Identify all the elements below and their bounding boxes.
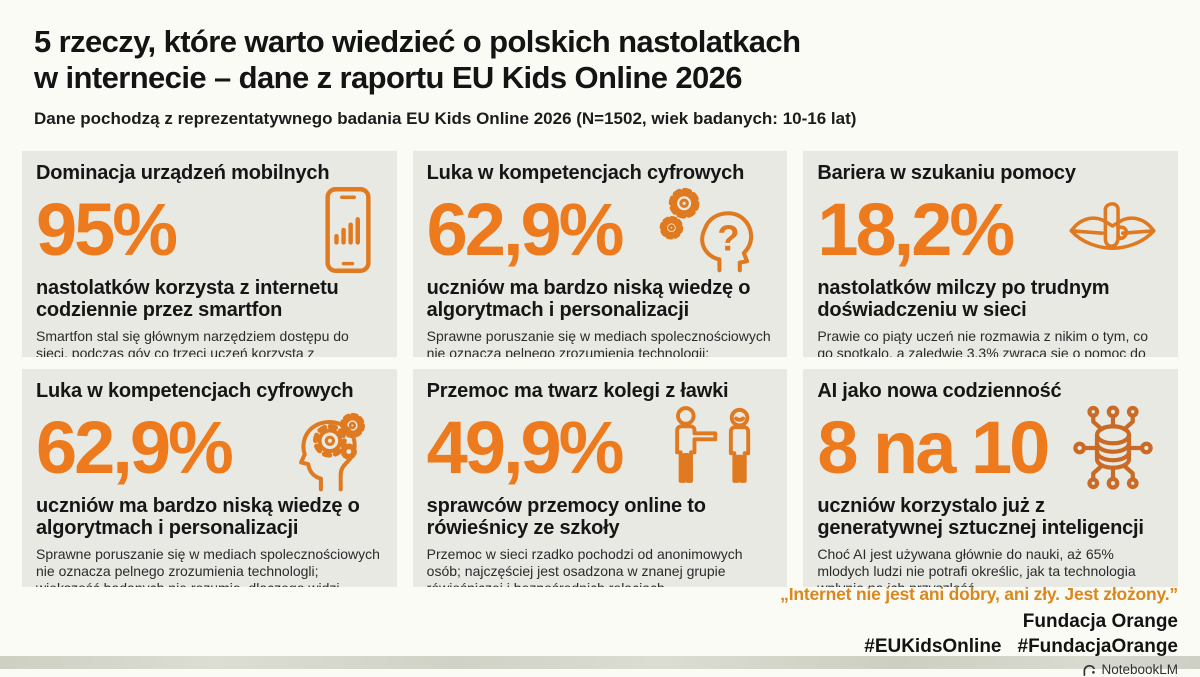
head-question-gears-icon: ? xyxy=(659,187,769,273)
card-heading: Luka w kompetencjach cyfrowych xyxy=(36,379,354,402)
stat-value: 18,2% xyxy=(817,187,1015,271)
card-statement: nastolatków milczy po trudnym doświadcze… xyxy=(817,276,1110,322)
footer: „Internet nie jest ani dobry, ani zły. J… xyxy=(780,584,1178,677)
card-detail: Prawie co piąty uczeń nie rozmawia z nik… xyxy=(817,327,1149,357)
card-statement: nastolatków korzysta z internetu codzien… xyxy=(36,276,339,322)
card-heading: AI jako nowa codzienność xyxy=(817,379,1062,402)
watermark: NotebookLM xyxy=(780,662,1178,677)
card-heading: Dominacja urządzeń mobilnych xyxy=(36,161,330,184)
stat-value: 62,9% xyxy=(426,187,625,271)
card-peer-violence: Przemoc ma twarz kolegi z ławki 49,9% sp… xyxy=(412,368,788,587)
stat-value: 95% xyxy=(36,187,178,271)
page-title-line-2: w internecie – dane z raportu EU Kids On… xyxy=(34,59,743,95)
page-subtitle: Dane pochodzą z reprezentatywnego badani… xyxy=(34,108,857,128)
stat-value: 49,9% xyxy=(426,405,625,489)
card-statement: sprawców przemocy online to rówieśnicy z… xyxy=(426,494,706,540)
card-mobile-dominance: Dominacja urządzeń mobilnych 95% nastola… xyxy=(22,150,397,357)
page-title-line-1: 5 rzeczy, które warto wiedzieć o polskic… xyxy=(34,24,801,59)
head-gears-icon xyxy=(279,403,379,493)
card-digital-gap-bottom: Luka w kompetencjach cyfrowych 62,9% ucz… xyxy=(22,368,397,587)
smartphone-icon xyxy=(317,185,379,275)
card-statement: uczniów ma bardzo niską wiedzę o algoryt… xyxy=(426,276,751,322)
card-heading: Przemoc ma twarz kolegi z ławki xyxy=(426,379,729,402)
card-help-barrier: Bariera w szukaniu pomocy 18,2% nastolat… xyxy=(803,150,1178,357)
card-detail: Choć AI jest używana głównie do nauki, a… xyxy=(817,545,1136,587)
card-detail: Sprawne poruszanie się w mediach spolecz… xyxy=(426,327,771,357)
watermark-label: NotebookLM xyxy=(1101,662,1178,677)
stat-value: 8 na 10 xyxy=(817,405,1050,489)
stat-value: 62,9% xyxy=(36,405,234,489)
two-people-icon xyxy=(665,404,769,492)
card-statement: uczniów korzystalo już z generatywnej sz… xyxy=(817,494,1144,540)
lips-finger-icon xyxy=(1065,193,1160,267)
svg-text:?: ? xyxy=(718,217,740,258)
card-ai-everyday: AI jako nowa codzienność 8 na 10 xyxy=(803,368,1178,587)
ai-network-icon xyxy=(1066,401,1160,495)
card-detail: Przemoc w sieci rzadko pochodzi od anoni… xyxy=(426,545,743,587)
card-heading: Luka w kompetencjach cyfrowych xyxy=(426,161,745,184)
card-heading: Bariera w szukaniu pomocy xyxy=(817,161,1076,184)
notebooklm-logo-icon xyxy=(1082,663,1097,677)
footer-quote: „Internet nie jest ani dobry, ani zły. J… xyxy=(780,584,1178,604)
bottom-edge-strip xyxy=(0,656,1200,669)
card-digital-gap-top: Luka w kompetencjach cyfrowych 62,9% ? u… xyxy=(412,150,788,357)
footer-organization: Fundacja Orange xyxy=(1022,611,1178,632)
stat-card-grid: Dominacja urządzeń mobilnych 95% nastola… xyxy=(0,150,1200,587)
hashtag-eukidsonline: #EUKidsOnline xyxy=(864,636,1002,657)
footer-hashtags: #EUKidsOnline #FundacjaOrange xyxy=(780,636,1178,658)
hashtag-fundacjaorange: #FundacjaOrange xyxy=(1017,636,1179,657)
card-statement: uczniów ma bardzo niską wiedzę o algoryt… xyxy=(36,494,360,540)
header: 5 rzeczy, które warto wiedzieć o polskic… xyxy=(0,0,1200,129)
card-detail: Sprawne poruszanie się w mediach spolecz… xyxy=(36,545,380,587)
card-detail: Smartfon stal się głównym narzędziem dos… xyxy=(36,327,349,357)
